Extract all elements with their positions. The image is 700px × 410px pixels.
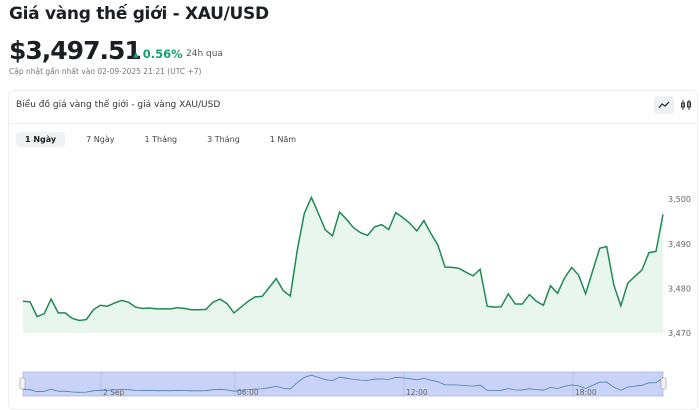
navigator-label: 18:00	[575, 388, 597, 397]
line-chart-icon[interactable]	[654, 96, 674, 114]
tab-1-year[interactable]: 1 Năm	[269, 135, 297, 144]
price-change: ▴ 0.56%	[133, 47, 183, 61]
candlestick-icon[interactable]	[676, 96, 696, 114]
tab-1-day[interactable]: 1 Ngày	[16, 132, 66, 147]
navigator-label: 2 Sep	[103, 388, 125, 397]
navigator[interactable]	[22, 371, 664, 397]
price-area	[23, 197, 663, 333]
y-tick-label: 3,490	[668, 240, 691, 249]
page-title: Giá vàng thế giới - XAU/USD	[9, 4, 269, 24]
y-tick-label: 3,470	[668, 329, 691, 338]
range-tabs: 1 Ngày 7 Ngày 1 Tháng 3 Tháng 1 Năm	[16, 132, 313, 147]
navigator-label: 12:00	[406, 388, 428, 397]
navigator-label: 06:00	[237, 388, 259, 397]
price-chart[interactable]: 3,470 3,480 3,490 3,500 2 Sep 06:00 12:00 18:0…	[0, 0, 700, 400]
chart-title: Biểu đồ giá vàng thế giới - giá vàng XAU…	[16, 100, 221, 110]
navigator-line	[22, 374, 664, 393]
navigator-right-handle[interactable]	[660, 377, 667, 390]
card-divider	[9, 123, 698, 124]
last-updated: Cập nhật gần nhất vào 02-09-2025 21:21 (…	[9, 67, 202, 76]
price-line	[22, 195, 664, 322]
current-price: $3,497.51	[9, 36, 142, 65]
tab-1-month[interactable]: 1 Tháng	[144, 135, 178, 144]
change-period: 24h qua	[186, 49, 223, 59]
tab-7-days[interactable]: 7 Ngày	[86, 135, 115, 144]
tab-3-months[interactable]: 3 Tháng	[207, 135, 240, 144]
y-tick-label: 3,500	[668, 195, 691, 204]
y-tick-label: 3,480	[668, 284, 691, 293]
navigator-left-handle[interactable]	[19, 377, 26, 390]
